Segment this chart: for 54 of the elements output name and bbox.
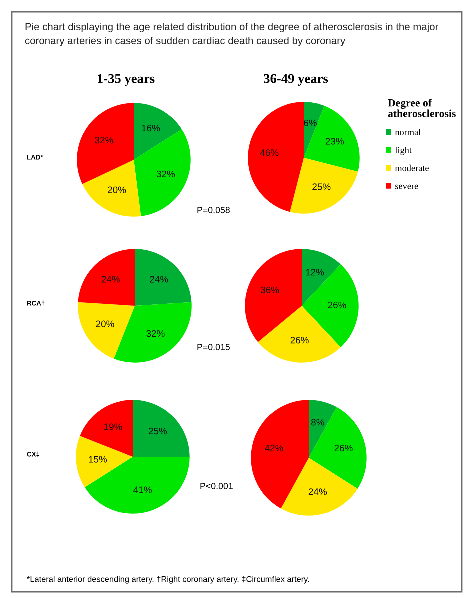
data-label: 12% <box>306 269 324 276</box>
data-label: 32% <box>156 170 176 178</box>
chart-title: Pie chart displaying the age related distribution of the degree of atherosclerosis in the major coronary arteries in cases of sudden cardiac death caused by coronary <box>25 23 439 46</box>
data-label: 26% <box>290 337 309 344</box>
pie-slice <box>304 102 325 158</box>
pie-slice <box>309 407 367 489</box>
data-label: 25% <box>312 184 331 190</box>
data-label: 24% <box>102 276 120 283</box>
data-label: 24% <box>150 276 168 283</box>
data-label: 36% <box>261 286 280 294</box>
chart-subtitle: 1-35 years <box>98 74 155 86</box>
legend-title: Degree of atherosclerosis <box>388 99 456 118</box>
data-label: 6% <box>304 120 317 126</box>
pie-slice <box>134 103 182 160</box>
data-label: 24% <box>308 488 328 496</box>
text: P<0.001 <box>200 483 233 490</box>
pie-slice <box>135 249 192 306</box>
pie-slice <box>76 436 133 488</box>
data-label: 15% <box>89 456 108 463</box>
pie-slice <box>114 302 192 363</box>
data-label: 16% <box>142 124 160 132</box>
legend-label: light <box>395 146 412 156</box>
data-label: 8% <box>312 419 324 426</box>
legend-label: severe <box>396 184 418 190</box>
text: *Lateral anterior descending artery. †Right coronary artery. ‡Circumflex artery. <box>27 576 310 584</box>
pie-slice <box>304 106 360 172</box>
pie-slice <box>290 158 358 214</box>
data-label: 41% <box>134 486 152 494</box>
pie-slice <box>78 249 135 306</box>
pie-slice <box>78 302 135 359</box>
pie-slice <box>82 160 142 217</box>
data-label: 32% <box>95 136 114 144</box>
data-label: 19% <box>104 424 122 430</box>
text: P=0.058 <box>198 207 230 214</box>
pie-slice <box>80 400 133 457</box>
data-label: 46% <box>260 150 279 156</box>
data-label: 23% <box>326 138 344 145</box>
pie-slice <box>77 103 134 184</box>
data-label: 20% <box>96 320 114 328</box>
pie-slice <box>248 102 304 212</box>
pie-slice <box>133 400 190 457</box>
pie-slice <box>84 457 190 514</box>
pie-slice <box>251 400 309 509</box>
pie-slice <box>281 458 358 516</box>
data-label: 20% <box>108 186 126 194</box>
data-label: 26% <box>334 444 353 452</box>
legend-label: normal <box>395 129 421 136</box>
data-label: 25% <box>148 428 168 435</box>
data-label: 26% <box>328 302 346 309</box>
legend-label: moderate <box>395 164 429 172</box>
data-label: 32% <box>146 330 165 338</box>
chart-subtitle: 36-49 years <box>264 74 328 86</box>
data-label: 42% <box>265 444 284 452</box>
text: P=0.015 <box>198 344 230 350</box>
